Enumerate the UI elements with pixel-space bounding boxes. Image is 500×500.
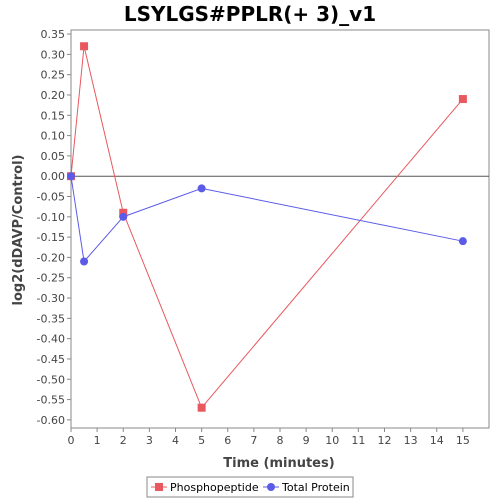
data-point-phosphopeptide	[80, 42, 89, 51]
x-tick-label: 11	[351, 434, 365, 447]
y-tick-label: -0.30	[37, 292, 65, 305]
y-tick-label: -0.35	[37, 312, 65, 325]
y-axis-title: log2(dDAVP/Control)	[11, 155, 26, 306]
legend-label-total-protein: Total Protein	[281, 481, 350, 494]
y-tick-label: -0.40	[37, 333, 65, 346]
y-tick-label: -0.25	[37, 272, 65, 285]
x-tick-label: 6	[224, 434, 231, 447]
data-point-phosphopeptide	[458, 95, 467, 104]
x-tick-label: 10	[325, 434, 339, 447]
plot-background	[70, 29, 490, 429]
y-tick-label: 0.25	[41, 69, 66, 82]
data-point-total-protein	[119, 212, 128, 221]
y-tick-label: 0.00	[41, 170, 66, 183]
x-axis-title: Time (minutes)	[223, 456, 334, 471]
x-tick-label: 3	[146, 434, 153, 447]
legend-marker-phosphopeptide	[155, 483, 163, 491]
data-point-total-protein	[197, 184, 206, 193]
x-tick-label: 8	[277, 434, 284, 447]
plot-area	[70, 29, 490, 429]
data-point-phosphopeptide	[197, 403, 206, 412]
x-tick-label: 5	[198, 434, 205, 447]
chart-title: LSYLGS#PPLR(+ 3)_v1	[123, 2, 377, 26]
y-tick-label: 0.05	[41, 150, 66, 163]
x-tick-label: 4	[172, 434, 179, 447]
legend-label-phosphopeptide: Phosphopeptide	[170, 481, 259, 494]
x-axis: 0 1 2 3 4 5 6 7 8 9 10 11 12 13 14 15	[68, 428, 470, 447]
x-tick-label: 14	[430, 434, 444, 447]
x-tick-label: 12	[378, 434, 392, 447]
legend-marker-total-protein	[267, 483, 275, 491]
y-tick-label: -0.20	[37, 251, 65, 264]
y-tick-label: 0.30	[41, 48, 66, 61]
x-tick-label: 15	[456, 434, 470, 447]
data-point-total-protein	[458, 237, 467, 246]
series-total-protein	[67, 172, 467, 266]
data-point-total-protein	[67, 172, 75, 181]
series-layer	[67, 42, 467, 412]
y-tick-label: 0.10	[41, 130, 66, 143]
legend-box	[146, 476, 354, 498]
y-tick-label: -0.60	[37, 414, 65, 427]
x-tick-label: 1	[94, 434, 101, 447]
data-point-total-protein	[80, 257, 89, 266]
x-tick-label: 0	[68, 434, 75, 447]
x-tick-label: 7	[250, 434, 257, 447]
data-point-phosphopeptide	[119, 208, 128, 217]
y-tick-label: 0.35	[41, 28, 66, 41]
y-tick-label: -0.05	[37, 191, 65, 204]
legend: Phosphopeptide Total Protein	[146, 476, 354, 498]
y-tick-label: -0.10	[37, 211, 65, 224]
x-tick-label: 13	[404, 434, 418, 447]
x-tick-label: 2	[120, 434, 127, 447]
y-tick-label: 0.15	[41, 109, 66, 122]
y-tick-label: -0.15	[37, 231, 65, 244]
y-axis: 0.35 0.30 0.25 0.20 0.15 0.10 0.05 0.00 -0.05 -0.…	[37, 28, 71, 427]
y-tick-label: -0.50	[37, 373, 65, 386]
y-tick-label: 0.20	[41, 89, 66, 102]
y-tick-label: -0.55	[37, 394, 65, 407]
x-tick-label: 9	[303, 434, 310, 447]
y-tick-label: -0.45	[37, 353, 65, 366]
